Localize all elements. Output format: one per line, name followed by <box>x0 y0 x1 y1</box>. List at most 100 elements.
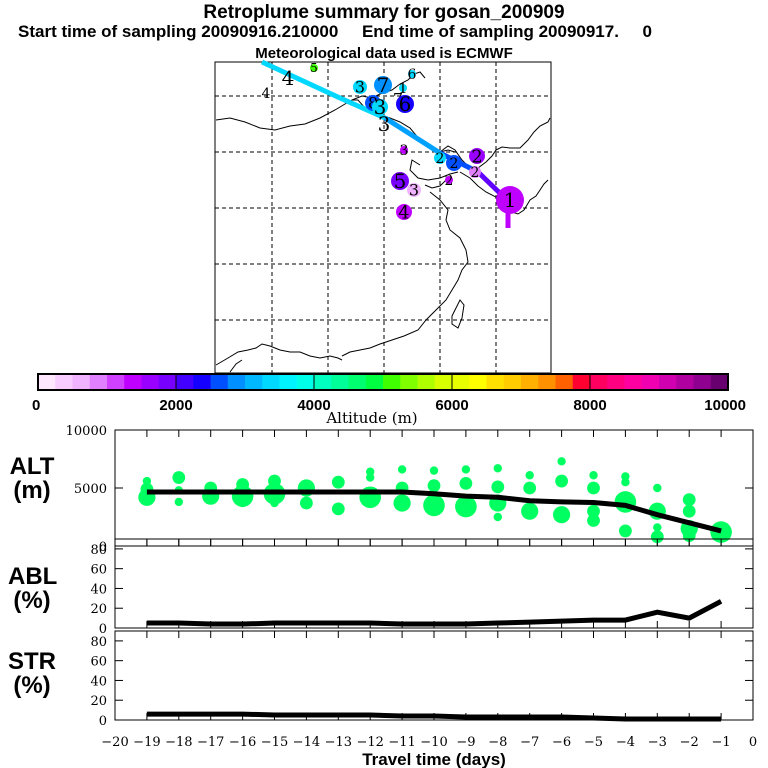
cluster-marker-dot <box>408 70 416 78</box>
x-tick-label: −5 <box>584 735 603 750</box>
str-plot-frame <box>114 630 754 721</box>
y-tick-label: 0 <box>99 622 107 637</box>
altitude-cluster-point <box>621 472 630 481</box>
colorbar-swatch <box>348 374 367 390</box>
colorbar-swatch <box>400 374 418 390</box>
x-tick-label: −15 <box>261 735 288 750</box>
coastlines <box>215 71 551 373</box>
altitude-cluster-point <box>461 465 471 474</box>
altitude-cluster-point <box>172 471 186 484</box>
colorbar-swatch <box>296 374 315 390</box>
altitude-cluster-point <box>653 483 662 493</box>
altitude-cluster-point <box>587 504 600 518</box>
colorbar-swatch <box>452 374 470 390</box>
alt-series-line <box>146 489 722 534</box>
colorbar-swatch <box>124 374 142 390</box>
altitude-colorbar: 0 2000 4000 6000 8000 10000 <box>32 373 746 414</box>
altitude-cluster-point <box>493 464 502 473</box>
x-tick-label: −12 <box>356 735 383 750</box>
colorbar-swatch <box>262 374 280 390</box>
altitude-cluster-point <box>174 497 183 507</box>
alt-panel: 10000 5000 0 <box>66 424 754 555</box>
cluster-marker-dot <box>374 76 392 94</box>
colorbar-swatch <box>193 374 211 390</box>
altitude-cluster-point <box>653 523 662 532</box>
sampling-time-text: Start time of sampling 20090916.210000 E… <box>18 22 653 41</box>
colorbar-swatch <box>38 374 56 390</box>
x-tick-label: 0 <box>749 735 757 750</box>
altitude-cluster-point <box>493 512 502 522</box>
colorbar-swatch <box>227 374 246 390</box>
y-tick-label: 80 <box>90 635 107 650</box>
x-tick-label: −13 <box>325 735 352 750</box>
altitude-cluster-point <box>331 502 345 516</box>
x-tick-label: −11 <box>388 735 415 750</box>
altitude-cluster-point <box>423 494 445 517</box>
y-tick-label: 60 <box>90 563 107 578</box>
colorbar-swatch <box>607 374 625 390</box>
cluster-marker-label: 3 <box>374 95 387 119</box>
x-tick-label: −19 <box>133 735 160 750</box>
x-axis-label: Travel time (days) <box>362 750 506 768</box>
y-tick-label: 40 <box>90 582 107 597</box>
altitude-cluster-point <box>557 457 566 466</box>
cluster-marker-label: 5 <box>394 169 407 193</box>
altitude-cluster-point <box>429 466 439 475</box>
colorbar-swatch <box>331 374 349 390</box>
abl-label-line1: ABL <box>8 563 58 590</box>
colorbar-frame <box>37 373 729 391</box>
colorbar-swatch <box>417 374 436 390</box>
colorbar-swatch <box>641 374 660 390</box>
altitude-cluster-point <box>427 479 441 493</box>
trajectory-map: 4453716768333222225341 <box>214 59 552 374</box>
cluster-marker-dot <box>372 99 388 115</box>
altitude-cluster-point <box>491 480 505 494</box>
cluster-marker-dot <box>469 166 481 178</box>
x-tick-label: −7 <box>520 735 539 750</box>
y-tick-label: 20 <box>90 602 107 617</box>
str-panel-label: STR (%) <box>8 650 56 698</box>
str-panel: 80 60 40 20 0 <box>90 630 754 729</box>
colorbar-swatch <box>538 374 556 390</box>
colorbar-swatch <box>590 374 608 390</box>
altitude-cluster-point <box>589 471 598 480</box>
colorbar-swatch <box>158 374 177 390</box>
colorbar-swatch <box>141 374 160 390</box>
y-tick-label: 10000 <box>66 424 107 439</box>
altitude-cluster-point <box>523 481 537 495</box>
cluster-marker-label: 5 <box>310 61 318 75</box>
altitude-cluster-point <box>525 471 534 480</box>
altitude-cluster-point <box>459 476 473 490</box>
cluster-marker-label: 1 <box>504 188 517 212</box>
y-tick-label: 5000 <box>74 482 107 497</box>
altitude-cluster-point <box>710 521 732 543</box>
cluster-marker-dot <box>310 64 318 72</box>
cluster-marker-label: 6 <box>399 92 412 116</box>
altitude-cluster-point <box>393 494 411 512</box>
colorbar-tick-label: 8000 <box>573 397 606 414</box>
colorbar-swatch <box>486 374 505 390</box>
altitude-cluster-point <box>682 504 696 518</box>
abl-panel: 80 60 40 20 0 <box>90 538 754 637</box>
cluster-marker-label: 4 <box>262 86 271 102</box>
cluster-marker-label: 7 <box>377 73 390 97</box>
cluster-marker-dot <box>391 172 409 190</box>
y-tick-label: 0 <box>99 540 107 555</box>
colorbar-tick-label: 6000 <box>435 397 468 414</box>
x-tick-label: −17 <box>197 735 224 750</box>
altitude-cluster-point <box>366 467 375 476</box>
str-label-line1: STR <box>8 648 56 675</box>
colorbar-swatch <box>314 374 332 390</box>
x-tick-label: −10 <box>420 735 447 750</box>
x-tick-label: −2 <box>680 735 699 750</box>
altitude-cluster-point <box>300 496 313 510</box>
abl-series-line <box>146 599 723 627</box>
cluster-marker-dot <box>496 186 524 214</box>
alt-panel-label: ALT (m) <box>8 455 56 503</box>
colorbar-swatch <box>89 374 108 390</box>
colorbar-swatch <box>72 374 91 390</box>
colorbar-swatch <box>624 374 643 390</box>
cluster-marker-label: 6 <box>408 67 417 83</box>
cluster-marker-label: 8 <box>368 94 378 113</box>
